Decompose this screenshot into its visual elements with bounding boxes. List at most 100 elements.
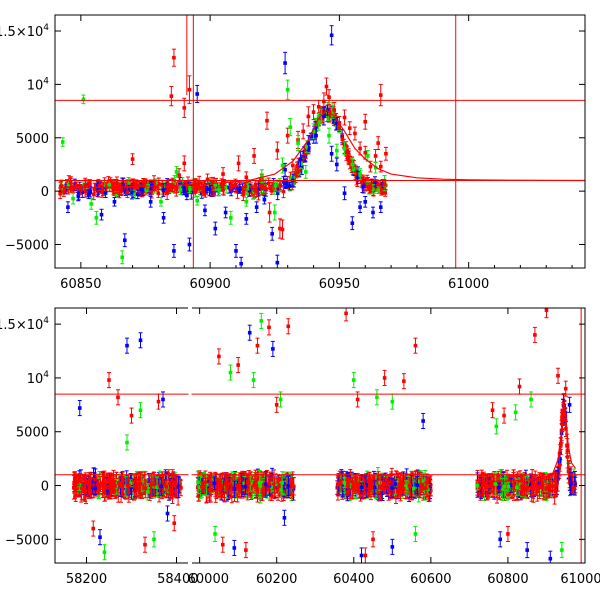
top-filler-point: [293, 174, 298, 178]
bottom-filler-point: [152, 482, 156, 487]
top-series-0-point: [316, 105, 321, 109]
top-filler-point: [194, 185, 199, 189]
top-series-0-point: [353, 131, 357, 136]
top-filler-point: [152, 180, 156, 185]
top-series-0-point: [182, 161, 187, 166]
top-filler-point: [141, 179, 146, 184]
top-series-2-point: [329, 33, 334, 38]
top-filler-point: [353, 171, 358, 176]
top-filler-point: [134, 185, 138, 190]
top-filler-point: [112, 181, 116, 186]
top-series-2-point: [99, 212, 104, 217]
top-filler-point: [192, 186, 196, 191]
bottom-filler-point: [90, 485, 95, 490]
bottom-filler-point: [167, 480, 171, 485]
bottom-filler-point: [164, 484, 169, 489]
top-filler-point: [331, 116, 336, 121]
bottom-outlier-point: [125, 343, 129, 348]
top-filler-point: [139, 187, 143, 192]
top-filler-point: [276, 187, 281, 191]
top-filler-point: [375, 181, 380, 185]
top-series-0-point: [79, 188, 83, 192]
bottom-filler-point: [174, 484, 179, 489]
top-filler-point: [179, 184, 184, 189]
top-filler-point: [97, 183, 102, 188]
top-model-curve: [60, 109, 585, 188]
bottom-filler-point: [123, 481, 128, 486]
top-filler-point: [80, 190, 85, 195]
bottom-filler-point: [145, 490, 150, 494]
x-tick-label: 60900: [189, 277, 230, 292]
top-series-2-point: [223, 210, 228, 215]
top-filler-point: [249, 184, 253, 188]
top-series-2-point: [187, 242, 192, 247]
bottom-filler-point: [128, 481, 133, 486]
bottom-filler-point: [135, 483, 140, 487]
top-filler-point: [101, 190, 105, 194]
top-filler-point: [263, 182, 268, 187]
top-filler-point: [320, 109, 324, 113]
top-filler-point: [170, 185, 175, 190]
top-series-0-point: [363, 150, 368, 155]
top-series-0-point: [115, 187, 119, 191]
top-filler-point: [266, 181, 271, 186]
top-filler-point: [188, 187, 192, 192]
top-series-1-point: [311, 129, 316, 134]
top-filler-point: [172, 185, 177, 189]
top-filler-point: [264, 186, 268, 191]
top-series-2-point: [161, 216, 166, 220]
top-series-2-point: [254, 205, 259, 209]
top-series-1-point: [229, 216, 233, 220]
top-series-1-point: [195, 198, 199, 203]
top-series-1-point: [285, 87, 290, 92]
top-filler-point: [174, 187, 179, 192]
top-series-0-point: [278, 226, 282, 231]
bottom-filler-point: [105, 488, 110, 493]
top-series-1-point: [120, 255, 125, 260]
top-filler-point: [114, 181, 118, 186]
top-series-0-point: [347, 126, 352, 130]
top-series-1-point: [366, 154, 370, 158]
bottom-filler-point: [96, 485, 100, 489]
top-series-2-point: [185, 193, 189, 198]
top-series-0-point: [156, 191, 161, 196]
top-series-1-point: [350, 162, 355, 167]
top-filler-point: [273, 184, 278, 188]
top-filler-point: [161, 188, 166, 192]
top-filler-point: [182, 186, 186, 191]
top-series-0-point: [291, 163, 295, 168]
top-filler-point: [71, 186, 76, 190]
top-series-1-point: [244, 200, 249, 204]
top-filler-point: [367, 187, 372, 191]
top-filler-point: [141, 187, 145, 192]
bottom-filler-point: [87, 483, 91, 487]
top-series-0-point: [327, 95, 331, 99]
top-series-0-point: [306, 114, 311, 119]
top-filler-point: [300, 165, 304, 170]
bottom-filler-point: [146, 487, 151, 491]
bottom-filler-point: [103, 485, 108, 490]
top-filler-point: [224, 185, 228, 189]
top-filler-point: [59, 184, 64, 188]
top-filler-point: [82, 187, 86, 191]
bottom-plot-area: [55, 308, 585, 563]
top-plot-frame: [54, 14, 586, 269]
bottom-filler-point: [206, 478, 211, 482]
bottom-filler-point: [163, 478, 168, 483]
top-filler-point: [211, 188, 215, 192]
top-series-0-point: [182, 106, 187, 110]
top-filler-point: [249, 189, 254, 194]
top-series-0-point: [265, 118, 269, 123]
top-series-0-point: [363, 119, 368, 124]
top-filler-point: [88, 190, 93, 194]
bottom-filler-point: [168, 488, 173, 493]
y-tick-label: 0: [41, 185, 49, 200]
bottom-filler-point: [113, 484, 117, 488]
top-panel: −5000 0 5000 104 1.5×104 60850 60900 60950 61000: [0, 14, 586, 292]
top-series-2-point: [239, 261, 243, 266]
bottom-outlier-point: [77, 406, 82, 410]
top-filler-point: [165, 191, 169, 195]
bottom-filler-point: [101, 480, 106, 485]
top-filler-point: [278, 183, 283, 188]
top-filler-point: [245, 184, 250, 188]
